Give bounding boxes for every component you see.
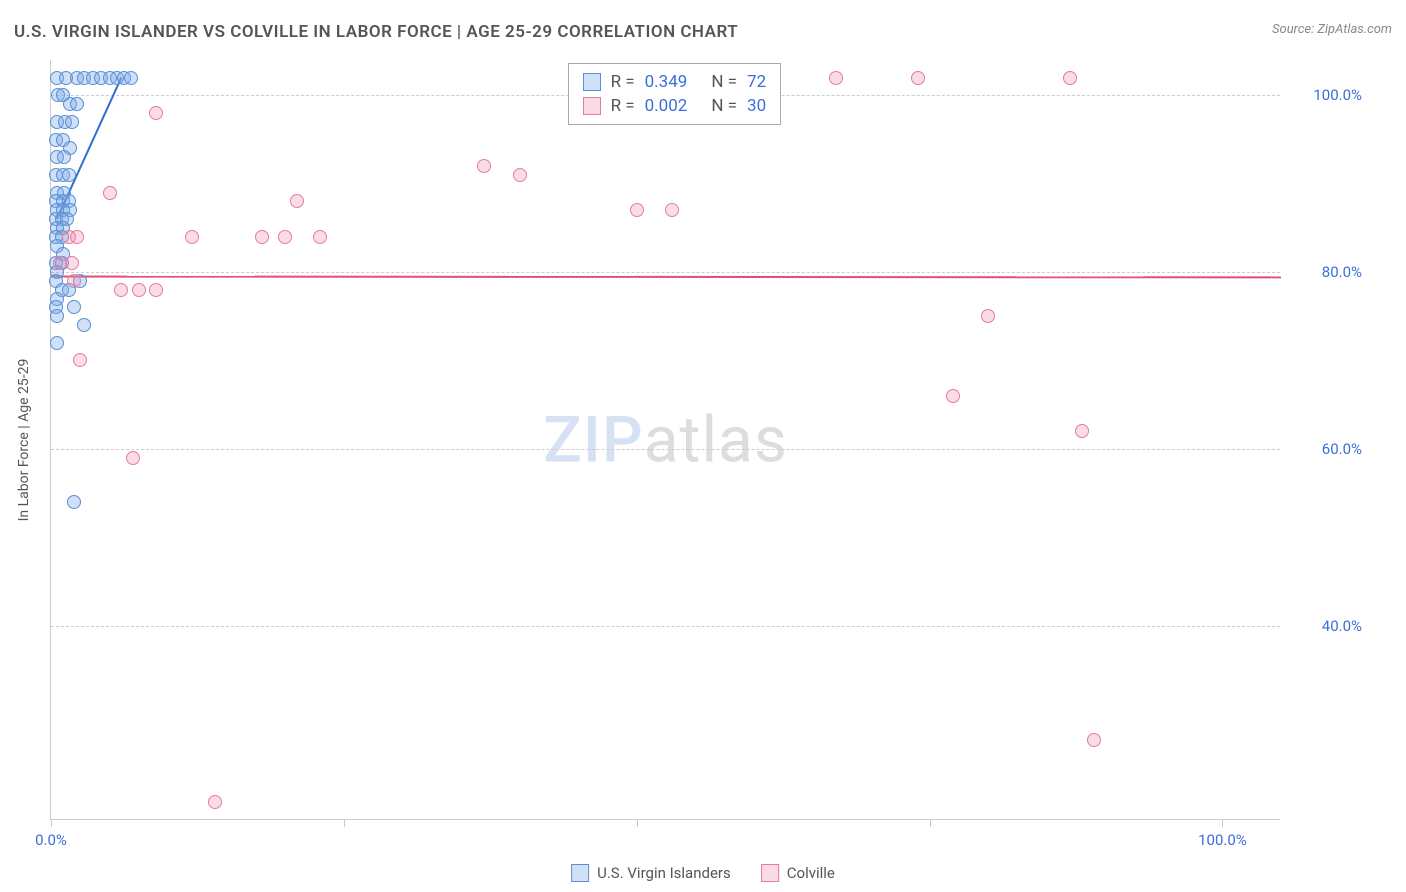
- data-point: [126, 451, 140, 465]
- x-tick-label: 100.0%: [1198, 831, 1247, 849]
- data-point: [149, 106, 163, 120]
- gridline: [51, 626, 1280, 627]
- data-point: [124, 71, 138, 85]
- data-point: [665, 203, 679, 217]
- data-point: [185, 230, 199, 244]
- data-point: [114, 283, 128, 297]
- y-tick-label: 100.0%: [1292, 86, 1362, 104]
- data-point: [77, 318, 91, 332]
- y-tick-label: 80.0%: [1292, 263, 1362, 281]
- watermark-atlas: atlas: [644, 402, 788, 477]
- data-point: [70, 230, 84, 244]
- stats-row: R = 0.349 N = 72: [583, 70, 767, 94]
- legend: U.S. Virgin Islanders Colville: [571, 864, 835, 882]
- x-tick: [51, 819, 52, 827]
- data-point: [255, 230, 269, 244]
- stats-r-label: R =: [611, 96, 635, 116]
- data-point: [313, 230, 327, 244]
- data-point: [50, 336, 64, 350]
- data-point: [73, 353, 87, 367]
- x-tick-label: 0.0%: [35, 831, 67, 849]
- chart-title: U.S. VIRGIN ISLANDER VS COLVILLE IN LABO…: [14, 22, 738, 42]
- legend-swatch-1: [571, 864, 589, 882]
- data-point: [65, 115, 79, 129]
- data-point: [208, 795, 222, 809]
- stats-r-label: R =: [611, 72, 635, 92]
- legend-swatch-2: [761, 864, 779, 882]
- data-point: [62, 168, 76, 182]
- stats-row: R = 0.002 N = 30: [583, 94, 767, 118]
- legend-label-1: U.S. Virgin Islanders: [597, 864, 731, 882]
- x-tick: [344, 819, 345, 827]
- chart-container: U.S. VIRGIN ISLANDER VS COLVILLE IN LABO…: [0, 0, 1406, 892]
- source-attribution: Source: ZipAtlas.com: [1272, 22, 1392, 37]
- y-tick-label: 60.0%: [1292, 440, 1362, 458]
- data-point: [50, 309, 64, 323]
- stats-n-value: 72: [747, 72, 766, 92]
- stats-swatch: [583, 73, 601, 91]
- data-point: [67, 300, 81, 314]
- data-point: [829, 71, 843, 85]
- data-point: [1087, 733, 1101, 747]
- data-point: [513, 168, 527, 182]
- data-point: [1063, 71, 1077, 85]
- data-point: [278, 230, 292, 244]
- stats-r-value: 0.002: [645, 96, 688, 116]
- data-point: [946, 389, 960, 403]
- legend-item-1: U.S. Virgin Islanders: [571, 864, 731, 882]
- data-point: [630, 203, 644, 217]
- legend-item-2: Colville: [761, 864, 835, 882]
- watermark: ZIPatlas: [543, 402, 788, 477]
- header: U.S. VIRGIN ISLANDER VS COLVILLE IN LABO…: [14, 22, 1392, 46]
- stats-r-value: 0.349: [645, 72, 688, 92]
- stats-n-label: N =: [711, 72, 737, 92]
- data-point: [67, 495, 81, 509]
- y-axis-label: In Labor Force | Age 25-29: [16, 359, 32, 522]
- gridline: [51, 449, 1280, 450]
- x-tick: [637, 819, 638, 827]
- stats-legend: R = 0.349 N = 72 R = 0.002 N = 30: [568, 63, 782, 125]
- data-point: [981, 309, 995, 323]
- data-point: [911, 71, 925, 85]
- data-point: [1075, 424, 1089, 438]
- y-tick-label: 40.0%: [1292, 617, 1362, 635]
- watermark-zip: ZIP: [543, 402, 644, 477]
- plot-area: ZIPatlas 40.0%60.0%80.0%100.0%0.0%100.0%…: [50, 60, 1280, 820]
- trendlines-layer: [51, 60, 1281, 820]
- stats-n-value: 30: [747, 96, 766, 116]
- gridline: [51, 272, 1280, 273]
- data-point: [132, 283, 146, 297]
- data-point: [57, 150, 71, 164]
- data-point: [65, 256, 79, 270]
- data-point: [149, 283, 163, 297]
- stats-swatch: [583, 97, 601, 115]
- data-point: [103, 186, 117, 200]
- stats-n-label: N =: [711, 96, 737, 116]
- data-point: [67, 274, 81, 288]
- legend-label-2: Colville: [787, 864, 835, 882]
- data-point: [477, 159, 491, 173]
- data-point: [70, 97, 84, 111]
- data-point: [290, 194, 304, 208]
- x-tick: [1222, 819, 1223, 827]
- trendline: [51, 277, 1281, 278]
- x-tick: [930, 819, 931, 827]
